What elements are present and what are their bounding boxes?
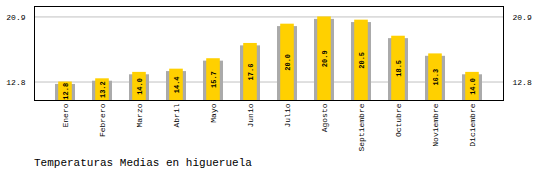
svg-text:17.6: 17.6 bbox=[247, 64, 255, 81]
svg-text:Abril: Abril bbox=[172, 103, 181, 127]
svg-text:13.2: 13.2 bbox=[99, 81, 107, 98]
svg-text:20.5: 20.5 bbox=[358, 52, 366, 69]
svg-text:12.8: 12.8 bbox=[6, 78, 25, 87]
svg-text:12.8: 12.8 bbox=[513, 78, 532, 87]
svg-text:Febrero: Febrero bbox=[98, 103, 107, 137]
html-text:Temperaturas Medias en higueru: Temperaturas Medias en higueruela bbox=[34, 157, 252, 169]
svg-text:Noviembre: Noviembre bbox=[431, 103, 440, 146]
svg-text:Mayo: Mayo bbox=[209, 103, 218, 122]
svg-text:Septiembre: Septiembre bbox=[357, 103, 366, 151]
svg-text:20.9: 20.9 bbox=[6, 13, 25, 22]
svg-text:20.9: 20.9 bbox=[513, 13, 532, 22]
svg-text:Julio: Julio bbox=[283, 103, 292, 127]
svg-text:15.7: 15.7 bbox=[210, 71, 218, 88]
svg-text:20.0: 20.0 bbox=[284, 54, 292, 71]
svg-text:20.9: 20.9 bbox=[321, 50, 329, 67]
svg-text:Diciembre: Diciembre bbox=[468, 103, 477, 146]
svg-text:Enero: Enero bbox=[61, 103, 70, 127]
svg-text:14.4: 14.4 bbox=[173, 76, 181, 93]
svg-text:14.0: 14.0 bbox=[136, 78, 144, 95]
svg-text:Octubre: Octubre bbox=[394, 103, 403, 137]
svg-text:Agosto: Agosto bbox=[320, 103, 329, 132]
svg-text:16.3: 16.3 bbox=[432, 69, 440, 86]
svg-text:14.0: 14.0 bbox=[469, 78, 477, 95]
svg-text:18.5: 18.5 bbox=[395, 60, 403, 77]
svg-text:12.8: 12.8 bbox=[62, 83, 70, 100]
svg-text:Junio: Junio bbox=[246, 103, 255, 127]
svg-text:Marzo: Marzo bbox=[135, 103, 144, 127]
